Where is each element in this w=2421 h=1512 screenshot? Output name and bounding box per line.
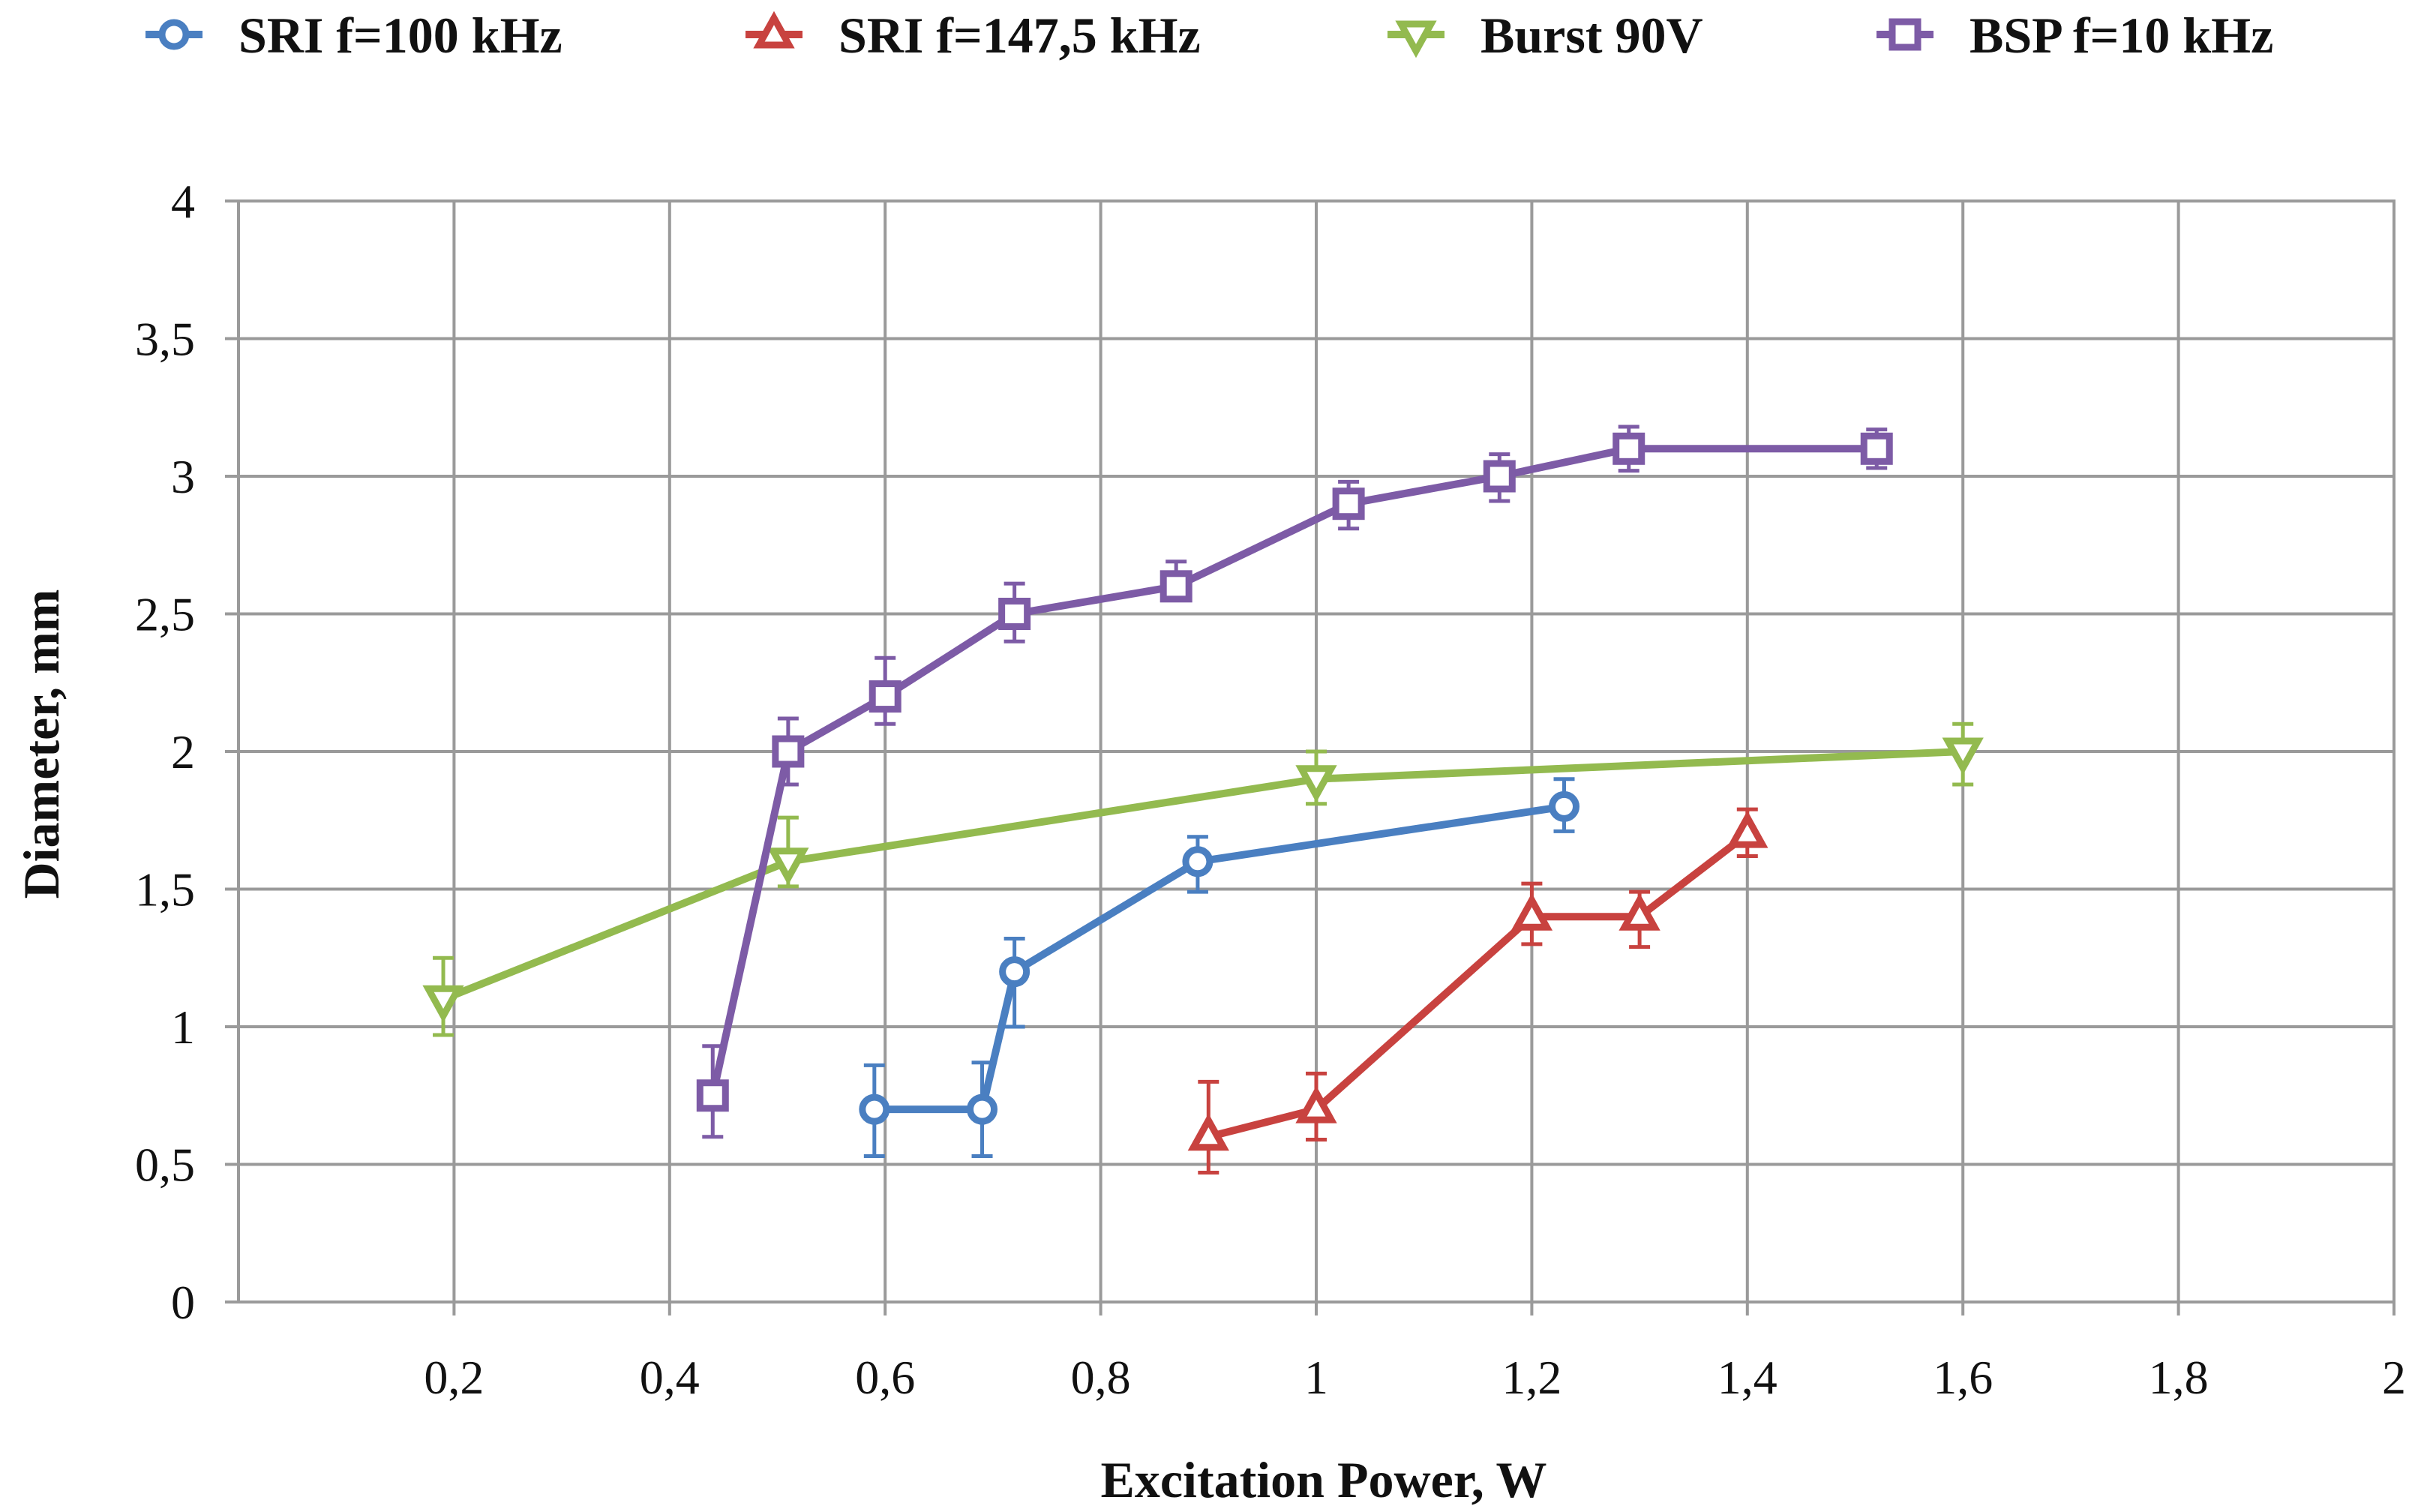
- data-point: [998, 598, 1031, 630]
- legend-item-1: SRI f=147,5 kHz: [746, 7, 1201, 64]
- data-point: [1182, 846, 1214, 878]
- data-point: [1860, 432, 1893, 465]
- legend-item-2: Burst 90V: [1388, 7, 1703, 64]
- series-line: [1204, 830, 1751, 1141]
- x-tick-label: 0,2: [424, 1351, 484, 1404]
- y-tick-label: 2,5: [135, 588, 195, 641]
- series-2: [422, 722, 1984, 1037]
- y-tick-label: 3,5: [135, 313, 195, 366]
- data-point: [1510, 892, 1553, 931]
- y-axis: 0 0,5 1 1,5 2 2,5 3 3,5 4: [135, 175, 238, 1329]
- series-3: [696, 424, 1893, 1139]
- data-point: [868, 680, 902, 713]
- x-tick-label: 2: [2382, 1351, 2406, 1404]
- x-tick-label: 0,8: [1071, 1351, 1131, 1404]
- data-point: [967, 1094, 998, 1125]
- series-0: [859, 777, 1580, 1158]
- legend-label: SRI f=100 kHz: [238, 7, 562, 64]
- x-tick-label: 1,2: [1502, 1351, 1562, 1404]
- data-point: [1618, 892, 1660, 931]
- legend-label: Burst 90V: [1480, 7, 1703, 64]
- x-axis: 0,2 0,4 0,6 0,8 1 1,2 1,4 1,6 1,8 2: [424, 1302, 2406, 1404]
- legend-marker: [753, 10, 795, 49]
- x-tick-label: 0,6: [855, 1351, 915, 1404]
- data-point: [422, 985, 464, 1023]
- series-layer: [422, 424, 1984, 1175]
- y-tick-label: 1,5: [135, 863, 195, 916]
- x-tick-label: 1,6: [1933, 1351, 1993, 1404]
- legend-marker: [158, 19, 190, 50]
- y-axis-title: Diameter, mm: [13, 590, 70, 899]
- series-1: [1187, 807, 1768, 1175]
- series-line: [440, 748, 1967, 1004]
- data-point: [772, 735, 805, 768]
- y-tick-label: 2: [171, 725, 195, 778]
- legend-item-3: BSP f=10 kHz: [1876, 7, 2273, 64]
- y-tick-label: 1: [171, 1000, 195, 1054]
- x-axis-title: Excitation Power, W: [1101, 1451, 1547, 1508]
- data-point: [1295, 1085, 1337, 1124]
- y-tick-label: 0,5: [135, 1138, 195, 1192]
- x-tick-label: 0,4: [640, 1351, 700, 1404]
- data-point: [1942, 737, 1984, 776]
- data-point: [696, 1079, 729, 1112]
- legend-item-0: SRI f=100 kHz: [146, 7, 562, 64]
- data-point: [1295, 765, 1337, 802]
- x-tick-label: 1,4: [1718, 1351, 1778, 1404]
- legend: SRI f=100 kHz SRI f=147,5 kHz Burst 90V BSP…: [146, 7, 2273, 64]
- data-point: [859, 1094, 890, 1125]
- data-point: [1726, 810, 1768, 848]
- legend-marker: [1395, 20, 1437, 58]
- legend-label: BSP f=10 kHz: [1970, 7, 2273, 64]
- data-point: [1160, 570, 1192, 603]
- data-point: [1483, 460, 1516, 493]
- data-point: [999, 956, 1030, 988]
- data-point: [1187, 1113, 1229, 1151]
- series-line: [709, 445, 1881, 1100]
- legend-marker: [1888, 18, 1922, 51]
- data-point: [767, 848, 809, 886]
- y-tick-label: 4: [171, 175, 195, 228]
- data-point: [1612, 432, 1646, 465]
- y-tick-label: 3: [171, 450, 195, 503]
- data-point: [1332, 488, 1365, 520]
- legend-label: SRI f=147,5 kHz: [838, 7, 1201, 64]
- y-tick-label: 0: [171, 1276, 195, 1329]
- x-tick-label: 1,8: [2149, 1351, 2209, 1404]
- data-point: [1549, 790, 1580, 822]
- x-tick-label: 1: [1304, 1351, 1328, 1404]
